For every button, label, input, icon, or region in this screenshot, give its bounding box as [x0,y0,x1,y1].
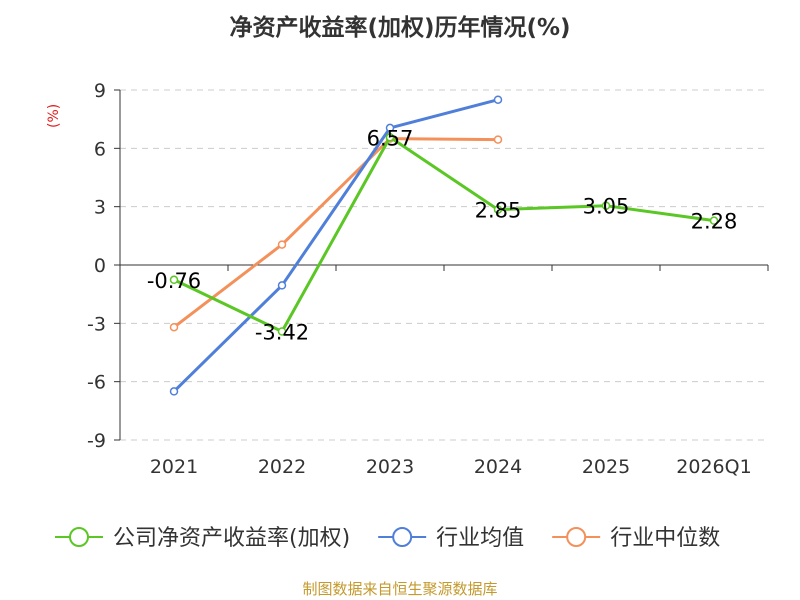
data-point [169,322,179,332]
data-point [169,275,179,285]
series-line [173,135,715,333]
y-tick-label: -9 [87,430,106,452]
data-label: -0.76 [147,269,201,293]
series-line [173,137,499,329]
data-point [277,281,287,290]
data-point [493,95,503,104]
data-point [709,216,719,225]
data-point [493,135,503,144]
data-label: 2.85 [475,199,522,223]
data-point [169,387,179,396]
data-point [493,205,503,214]
data-source-note: 制图数据来自恒生聚源数据库 [302,580,498,598]
legend-marker [69,527,89,547]
chart-title: 净资产收益率(加权)历年情况(%) [229,15,571,41]
x-tick-label: 2021 [150,456,198,478]
data-point [277,240,287,249]
y-tick-label: 6 [94,138,106,160]
x-tick-label: 2022 [258,456,306,478]
series-line [172,98,499,393]
y-tick-label: 9 [94,80,106,102]
x-tick-label: 2024 [474,456,522,478]
legend-label: 行业中位数 [610,526,720,551]
data-point [601,201,611,210]
legend-label: 行业均值 [436,526,524,551]
data-label: 6.57 [367,126,414,150]
y-tick-label: -3 [87,313,106,335]
data-label: 3.05 [583,195,630,219]
y-tick-label: 3 [94,197,106,219]
legend-label: 公司净资产收益率(加权) [113,526,350,551]
legend-marker [566,527,587,547]
data-point [385,123,395,133]
y-tick-label: -6 [87,372,106,394]
legend-marker [392,527,413,547]
data-label: 2.28 [691,210,738,234]
x-tick-label: 2025 [582,456,630,478]
data-label: -3.42 [255,321,309,345]
y-tick-label: 0 [94,255,106,277]
x-tick-label: 2026Q1 [676,456,751,478]
x-tick-label: 2023 [366,456,414,478]
data-point [277,327,287,336]
data-point [385,133,395,142]
